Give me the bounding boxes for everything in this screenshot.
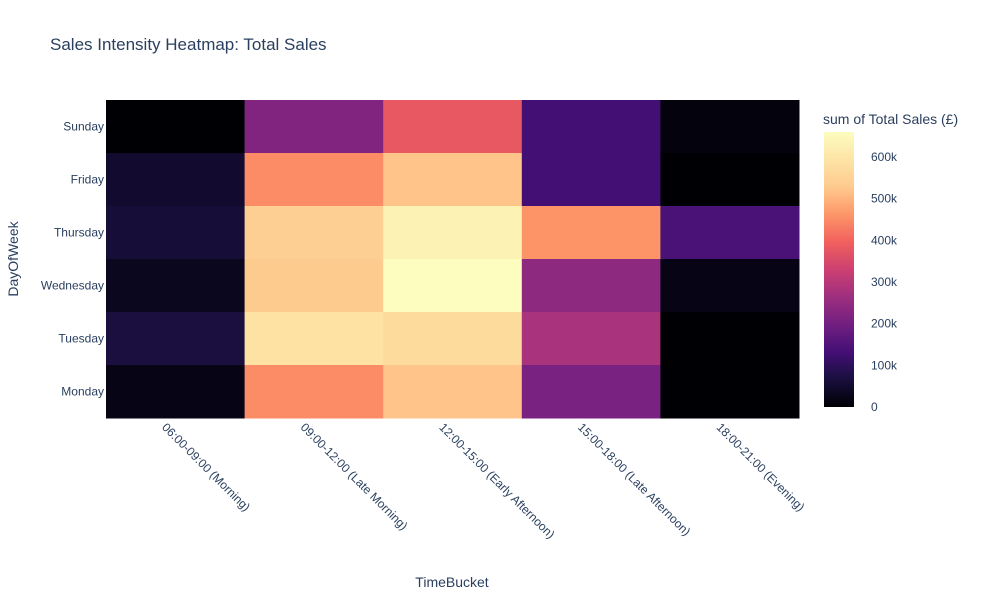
colorbar-ticks: 0 100k 200k 300k 400k 500k 600k [871, 150, 898, 414]
y-tick-labels: Sunday Friday Thursday Wednesday Tuesday Mond… [41, 120, 104, 399]
heatmap-cell[interactable] [244, 206, 384, 260]
y-axis-title: DayOfWeek [5, 220, 21, 296]
x-tick-label: 12:00-15:00 (Early Afternoon) [436, 420, 557, 541]
y-tick-label: Friday [71, 173, 104, 187]
y-tick-label: Tuesday [58, 332, 104, 346]
colorbar-tick-label: 500k [871, 192, 898, 206]
heatmap-cell[interactable] [660, 365, 800, 419]
heatmap-cell[interactable] [244, 100, 384, 154]
colorbar-tick-label: 600k [871, 150, 898, 164]
heatmap-cell[interactable] [244, 312, 384, 366]
heatmap-cell[interactable] [383, 259, 523, 313]
heatmap-cell[interactable] [106, 365, 246, 419]
x-tick-label: 18:00-21:00 (Evening) [714, 420, 808, 514]
heatmap-cell[interactable] [383, 312, 523, 366]
heatmap-cell[interactable] [106, 206, 246, 260]
heatmap-cell[interactable] [244, 259, 384, 313]
colorbar-tick-label: 100k [871, 358, 898, 372]
colorbar-tick-label: 400k [871, 233, 898, 247]
heatmap-cell[interactable] [106, 259, 246, 313]
heatmap-cell[interactable] [383, 206, 523, 260]
heatmap-cell[interactable] [660, 312, 800, 366]
colorbar-tick-label: 300k [871, 275, 898, 289]
heatmap-cell[interactable] [521, 312, 661, 366]
x-tick-label: 09:00-12:00 (Late Morning) [298, 420, 411, 533]
heatmap-cell[interactable] [383, 153, 523, 207]
heatmap-cell[interactable] [383, 100, 523, 154]
heatmap-cell[interactable] [383, 365, 523, 419]
heatmap-cell[interactable] [521, 259, 661, 313]
y-tick-label: Sunday [63, 120, 104, 134]
colorbar-tick-label: 200k [871, 317, 898, 331]
colorbar-tick-label: 0 [871, 400, 878, 414]
x-tick-labels: 06:00-09:00 (Morning) 09:00-12:00 (Late M… [159, 420, 807, 541]
heatmap-cell[interactable] [521, 100, 661, 154]
colorbar [824, 132, 854, 407]
heatmap-cell[interactable] [660, 100, 800, 154]
heatmap-cell[interactable] [521, 153, 661, 207]
heatmap-cell[interactable] [106, 312, 246, 366]
x-tick-label: 06:00-09:00 (Morning) [159, 420, 253, 514]
heatmap-cell[interactable] [521, 206, 661, 260]
y-tick-label: Wednesday [41, 279, 104, 293]
heatmap-cell[interactable] [660, 206, 800, 260]
x-axis-title: TimeBucket [415, 574, 489, 590]
y-tick-label: Thursday [54, 226, 104, 240]
heatmap-cell[interactable] [244, 153, 384, 207]
heatmap-cells [106, 100, 800, 419]
heatmap-cell[interactable] [244, 365, 384, 419]
chart-title: Sales Intensity Heatmap: Total Sales [50, 35, 327, 54]
colorbar-title: sum of Total Sales (£) [823, 111, 958, 127]
x-tick-label: 15:00-18:00 (Late Afternoon) [575, 420, 693, 538]
y-tick-label: Monday [61, 385, 104, 399]
heatmap-cell[interactable] [660, 153, 800, 207]
heatmap-cell[interactable] [106, 153, 246, 207]
heatmap-cell[interactable] [106, 100, 246, 154]
heatmap-cell[interactable] [521, 365, 661, 419]
heatmap-cell[interactable] [660, 259, 800, 313]
